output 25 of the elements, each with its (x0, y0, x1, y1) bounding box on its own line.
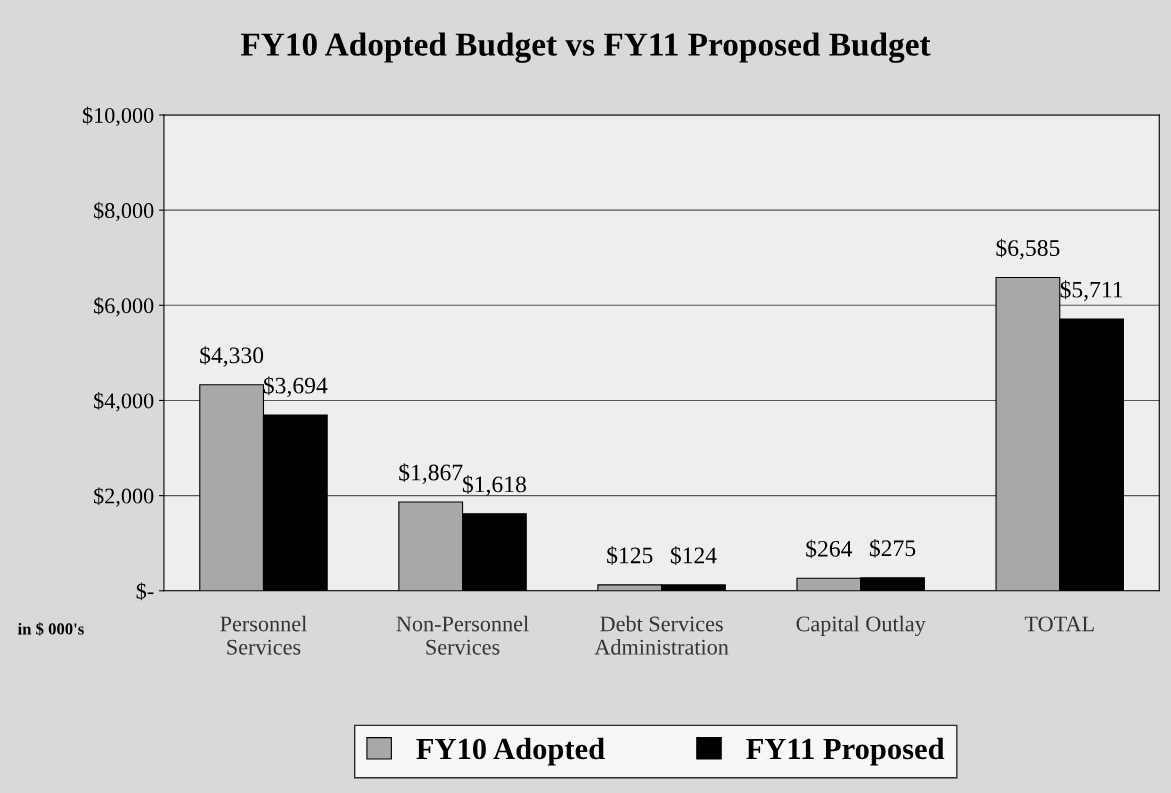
x-tick-label: Capital Outlay (796, 615, 926, 636)
data-label: $275 (869, 538, 916, 558)
x-tick-label: Debt Services Administration (594, 615, 729, 655)
x-tick-label: TOTAL (1024, 616, 1094, 632)
y-tick-label: $- (136, 582, 154, 601)
data-label: $3,694 (263, 376, 328, 397)
y-tick-label: $2,000 (94, 487, 154, 507)
text: in $ 000's (17, 622, 84, 636)
data-label: $1,618 (462, 475, 526, 496)
legend-label: FY11 Proposed (746, 737, 945, 766)
y-tick-label: $10,000 (82, 106, 154, 127)
data-label: $1,867 (399, 463, 463, 484)
data-label: $5,711 (1060, 280, 1123, 301)
y-tick-label: $6,000 (94, 296, 154, 317)
data-label: $4,330 (200, 345, 264, 367)
chart-title: FY10 Adopted Budget vs FY11 Proposed Budget (240, 32, 931, 63)
y-tick-label: $8,000 (94, 201, 154, 222)
data-label: $124 (670, 546, 717, 565)
x-tick-label: Non-Personnel Services (396, 615, 529, 655)
y-tick-label: $4,000 (94, 392, 154, 412)
x-tick-label: Personnel Services (220, 615, 307, 655)
data-label: $6,585 (996, 238, 1060, 260)
data-label: $264 (806, 539, 853, 559)
data-label: $125 (607, 546, 653, 565)
legend-label: FY10 Adopted (416, 737, 605, 766)
